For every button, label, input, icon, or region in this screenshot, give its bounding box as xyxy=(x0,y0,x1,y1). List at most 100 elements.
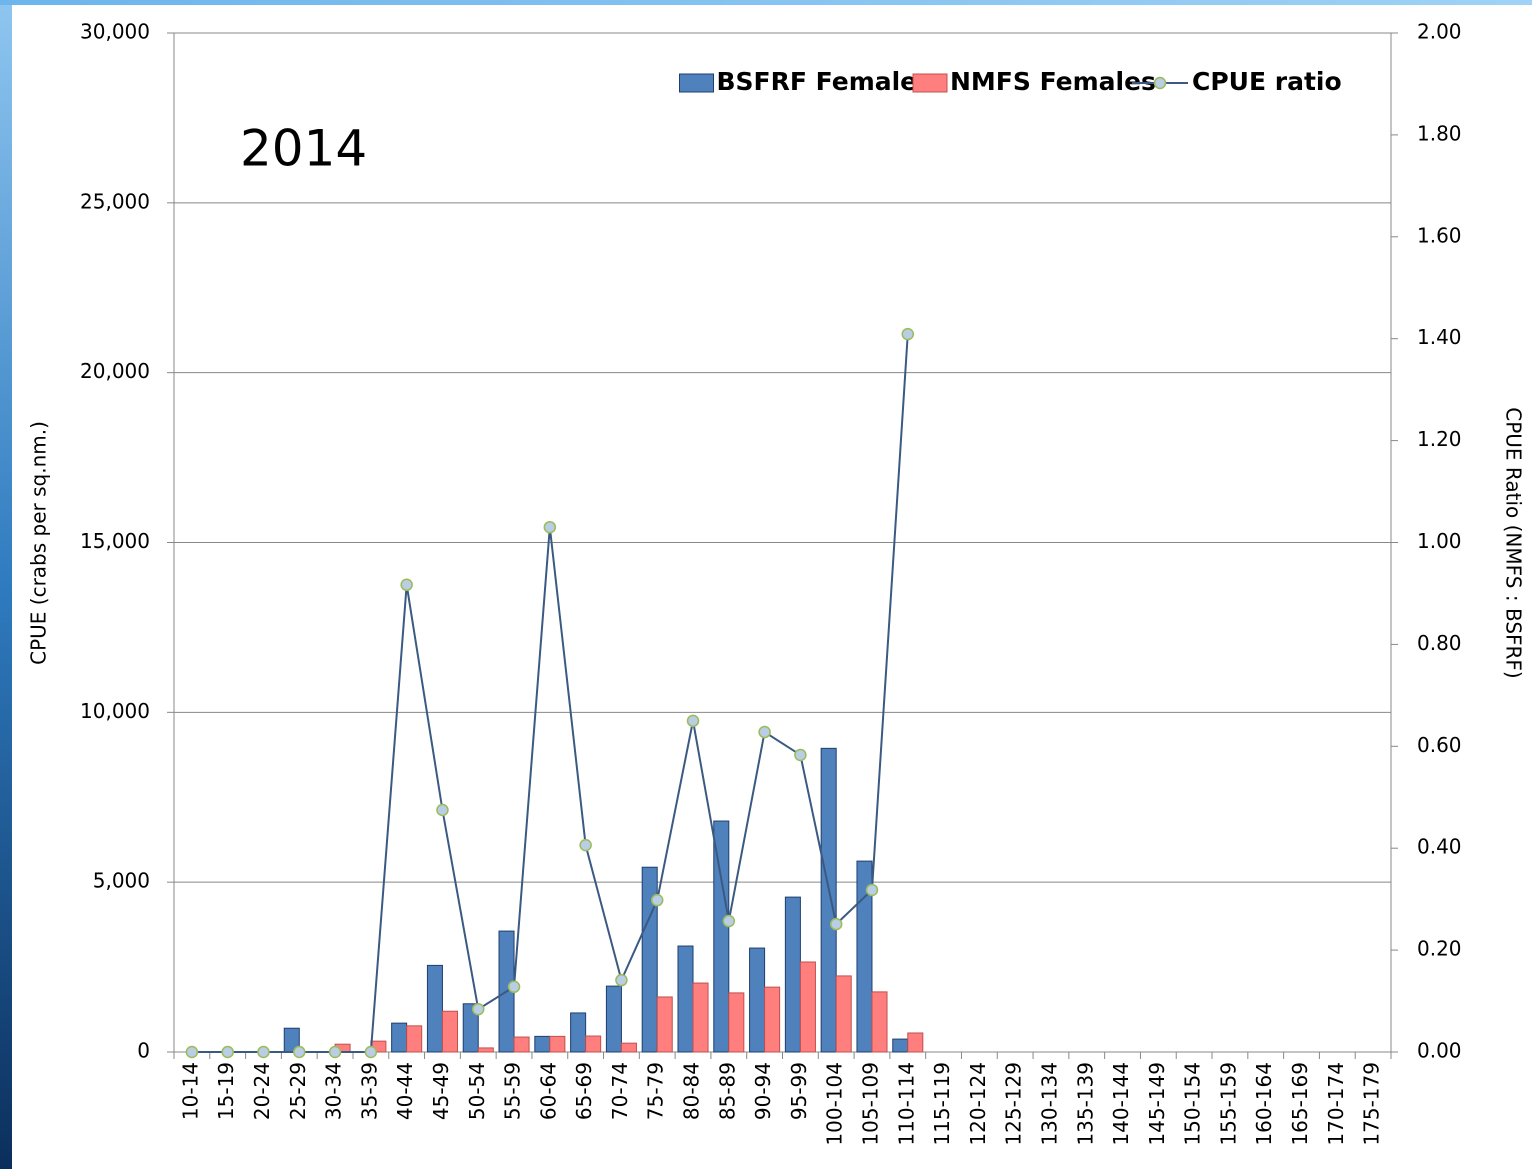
bar xyxy=(549,1035,566,1053)
marker xyxy=(901,327,915,341)
bar xyxy=(656,996,673,1053)
marker xyxy=(650,893,664,907)
bar xyxy=(677,945,694,1053)
marker xyxy=(257,1045,270,1059)
x-tick-label: 100-104 xyxy=(823,1062,847,1146)
bar xyxy=(441,1010,458,1053)
x-tick-label: 95-99 xyxy=(787,1062,811,1120)
x-tick-label: 35-39 xyxy=(357,1062,381,1120)
x-tick-label: 50-54 xyxy=(465,1062,489,1120)
marker xyxy=(758,725,771,739)
x-tick-label: 40-44 xyxy=(393,1062,417,1120)
x-tick-label: 25-29 xyxy=(286,1062,310,1120)
marker xyxy=(794,748,807,762)
y-tick-label: 20,000 xyxy=(80,359,150,383)
bar xyxy=(907,1032,924,1053)
bar xyxy=(835,975,852,1053)
x-tick-label: 15-19 xyxy=(214,1062,238,1120)
x-tick-label: 135-139 xyxy=(1073,1062,1097,1146)
x-tick-label: 90-94 xyxy=(751,1062,775,1120)
legend-label: NMFS Females xyxy=(950,67,1156,96)
y2-tick-label: 0.00 xyxy=(1417,1039,1462,1063)
bar xyxy=(534,1035,551,1053)
marker xyxy=(472,1002,485,1016)
x-tick-label: 160-164 xyxy=(1252,1062,1276,1146)
bar xyxy=(856,860,873,1053)
bar xyxy=(426,964,443,1053)
marker xyxy=(436,803,449,817)
bar xyxy=(764,986,781,1053)
x-tick-label: 150-154 xyxy=(1181,1062,1205,1146)
x-tick-label: 165-169 xyxy=(1288,1062,1312,1146)
marker xyxy=(364,1045,378,1059)
marker xyxy=(293,1045,306,1059)
x-tick-label: 110-114 xyxy=(894,1062,918,1146)
slide-edge xyxy=(0,0,12,1169)
bar xyxy=(713,820,730,1053)
bar xyxy=(784,896,801,1053)
y-tick-label: 30,000 xyxy=(80,20,150,44)
x-tick-label: 55-59 xyxy=(501,1062,525,1120)
x-tick-label: 75-79 xyxy=(644,1062,668,1120)
x-tick-label: 105-109 xyxy=(858,1062,882,1146)
y2-tick-label: 0.80 xyxy=(1417,631,1462,655)
y-tick-label: 10,000 xyxy=(80,699,150,723)
legend-swatch xyxy=(679,73,714,93)
x-tick-label: 80-84 xyxy=(680,1062,704,1120)
bar xyxy=(605,985,622,1053)
legend-swatch xyxy=(1153,76,1167,90)
marker xyxy=(722,914,736,928)
x-tick-label: 20-24 xyxy=(250,1062,274,1120)
legend-swatch xyxy=(912,73,948,93)
x-tick-label: 145-149 xyxy=(1145,1062,1169,1146)
x-tick-label: 155-159 xyxy=(1216,1062,1240,1146)
y2-tick-label: 1.20 xyxy=(1417,427,1462,451)
marker xyxy=(400,578,413,592)
y2-tick-label: 0.40 xyxy=(1417,835,1462,859)
x-tick-label: 140-144 xyxy=(1109,1062,1133,1146)
x-tick-label: 30-34 xyxy=(322,1062,346,1120)
y2-axis-title: CPUE Ratio (NMFS : BSFRF) xyxy=(1502,407,1526,678)
x-tick-label: 85-89 xyxy=(715,1062,739,1120)
bar xyxy=(799,961,816,1053)
y-tick-label: 25,000 xyxy=(80,189,150,213)
bar xyxy=(513,1036,530,1053)
x-tick-label: 10-14 xyxy=(178,1062,202,1120)
bar xyxy=(892,1038,909,1053)
bar xyxy=(406,1025,423,1053)
bar xyxy=(477,1047,494,1053)
marker xyxy=(829,917,843,931)
y-axis-title: CPUE (crabs per sq.nm.) xyxy=(27,421,51,665)
x-tick-label: 60-64 xyxy=(536,1062,560,1120)
legend-label: BSFRF Females xyxy=(717,67,933,96)
annotation: 2014 xyxy=(240,120,367,178)
bar xyxy=(620,1042,637,1053)
y2-tick-label: 1.40 xyxy=(1417,325,1462,349)
x-tick-label: 170-174 xyxy=(1324,1062,1348,1146)
marker xyxy=(328,1045,342,1059)
slide-edge xyxy=(0,0,1532,5)
marker xyxy=(686,714,700,728)
y2-tick-label: 0.20 xyxy=(1417,937,1462,961)
bar xyxy=(749,947,766,1053)
x-tick-label: 125-129 xyxy=(1002,1062,1026,1146)
bar xyxy=(391,1022,408,1053)
y2-tick-label: 1.80 xyxy=(1417,121,1462,145)
x-tick-label: 120-124 xyxy=(966,1062,990,1146)
x-tick-label: 70-74 xyxy=(608,1062,632,1120)
y-tick-label: 0 xyxy=(137,1039,150,1063)
x-tick-label: 65-69 xyxy=(572,1062,596,1120)
x-tick-label: 175-179 xyxy=(1360,1062,1384,1146)
bar xyxy=(585,1035,602,1053)
bar xyxy=(641,866,658,1053)
legend-label: CPUE ratio xyxy=(1192,67,1342,96)
marker xyxy=(221,1045,234,1059)
y-tick-label: 15,000 xyxy=(80,529,150,553)
bar xyxy=(570,1012,587,1053)
bar xyxy=(871,991,888,1053)
bar xyxy=(728,992,745,1053)
x-tick-label: 130-134 xyxy=(1037,1062,1061,1146)
marker xyxy=(615,973,628,987)
